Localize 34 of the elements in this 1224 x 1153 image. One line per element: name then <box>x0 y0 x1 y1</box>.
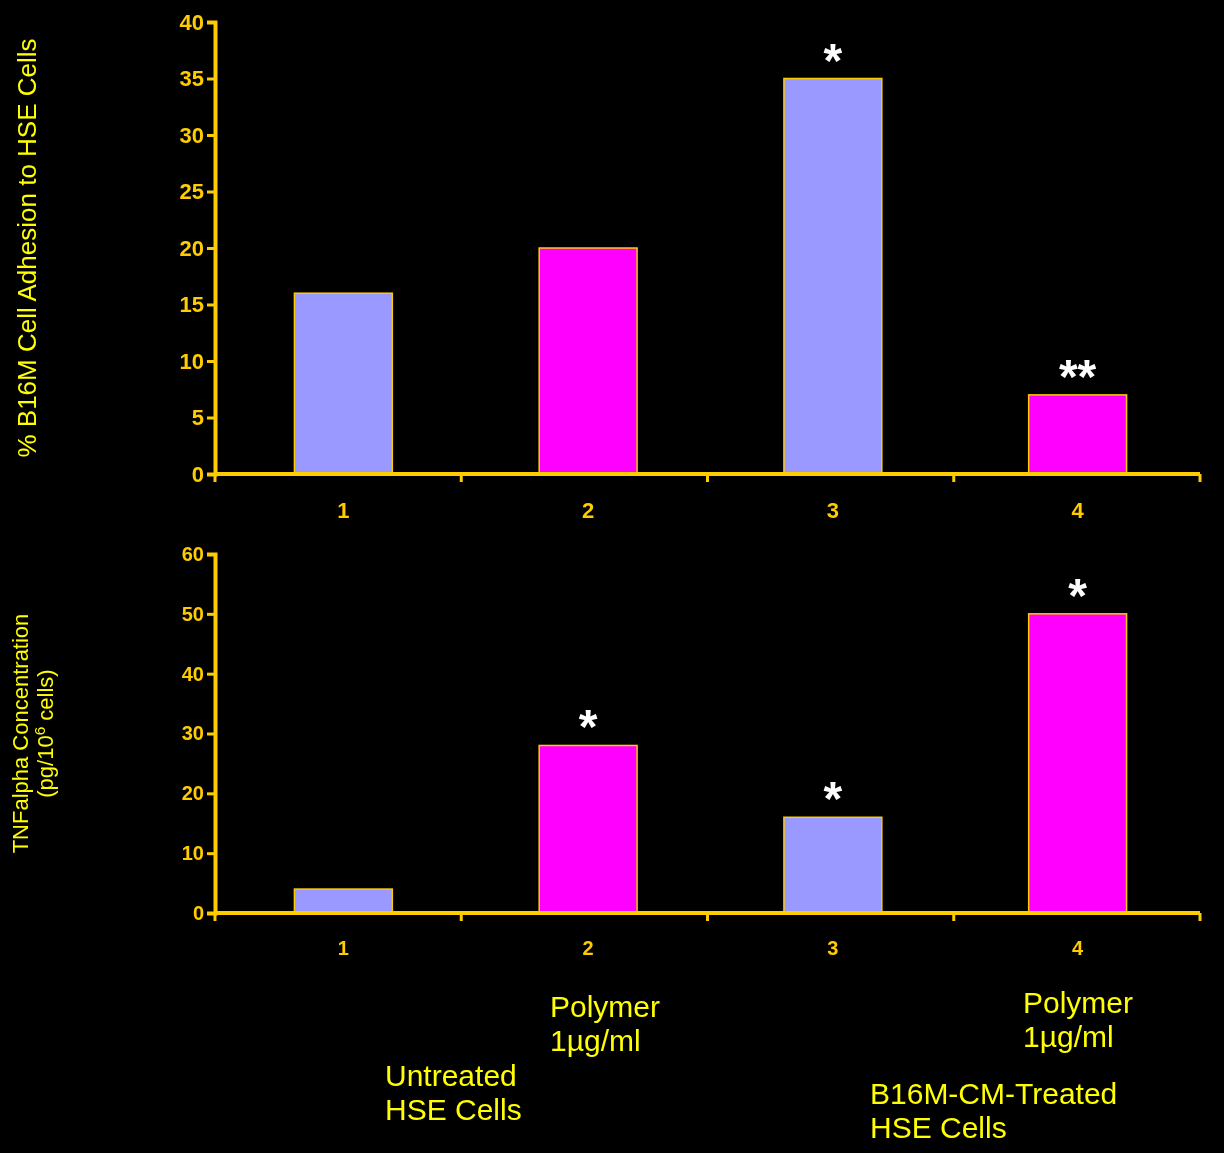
y-tick-label: 30 <box>179 122 204 148</box>
text: Polymer 1µg/ml <box>550 990 661 1057</box>
annotation: ** <box>1058 349 1097 403</box>
y-tick-label: 35 <box>179 66 204 92</box>
x-tick-label: 1 <box>337 937 349 959</box>
y-tick-label: 25 <box>179 179 204 205</box>
x-tick-label: 1 <box>337 498 350 523</box>
y-tick-label: 15 <box>179 292 204 318</box>
y-tick-label: 5 <box>191 405 204 431</box>
annotation: * <box>823 772 843 826</box>
x-tick-label: 3 <box>827 937 839 959</box>
y-tick-label: 10 <box>179 348 204 374</box>
y-tick-label: 0 <box>192 901 204 924</box>
text: Polymer 1µg/ml <box>1023 986 1134 1053</box>
y-tick-label: 60 <box>181 542 204 565</box>
y-tick-label: 10 <box>181 842 204 865</box>
x-tick-label: 2 <box>582 498 595 523</box>
text: Untreated HSE Cells <box>385 1059 522 1126</box>
y-tick-label: 30 <box>181 722 204 745</box>
y-tick-label: 40 <box>181 662 204 685</box>
x-tick-label: 2 <box>582 937 594 959</box>
y-tick-label: 0 <box>191 461 204 487</box>
y-axis-title: % B16M Cell Adhesion to HSE Cells <box>12 38 42 458</box>
x-tick-label: 4 <box>1072 937 1085 959</box>
y-tick-label: 50 <box>181 602 204 625</box>
annotation: * <box>823 33 843 87</box>
y-tick-label: 40 <box>179 9 204 35</box>
x-tick-label: 3 <box>826 498 839 523</box>
y-tick-label: 20 <box>179 235 204 261</box>
text: B16M-CM-Treated HSE Cells <box>870 1077 1118 1144</box>
annotation: * <box>1068 568 1088 622</box>
annotation: * <box>578 700 598 754</box>
x-tick-label: 4 <box>1071 498 1085 523</box>
y-tick-label: 20 <box>181 782 204 805</box>
